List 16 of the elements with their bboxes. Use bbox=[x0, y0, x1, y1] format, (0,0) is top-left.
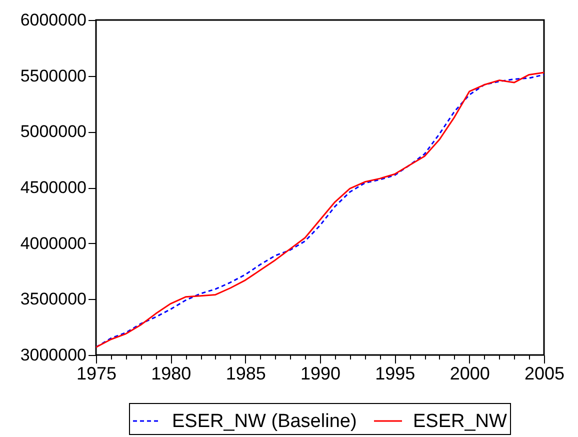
y-tick-label: 6000000 bbox=[20, 10, 86, 30]
y-tick-label: 4000000 bbox=[20, 234, 86, 253]
y-tick-label: 5000000 bbox=[20, 122, 86, 142]
x-tick-label: 1985 bbox=[226, 364, 266, 384]
legend-label: ESER_NW (Baseline) bbox=[172, 411, 357, 432]
y-tick-label: 4500000 bbox=[20, 178, 86, 197]
x-tick-label: 1990 bbox=[300, 364, 341, 384]
x-tick-label: 2000 bbox=[450, 364, 490, 384]
x-tick-label: 2005 bbox=[524, 364, 565, 384]
x-tick-label: 1980 bbox=[151, 364, 192, 384]
y-tick-label: 3500000 bbox=[20, 290, 86, 309]
x-tick-label: 1975 bbox=[76, 364, 117, 384]
x-tick-label: 1995 bbox=[375, 364, 416, 384]
legend-label: ESER_NW bbox=[413, 411, 508, 432]
y-tick-label: 3000000 bbox=[20, 346, 86, 364]
y-tick-label: 5500000 bbox=[20, 66, 86, 86]
